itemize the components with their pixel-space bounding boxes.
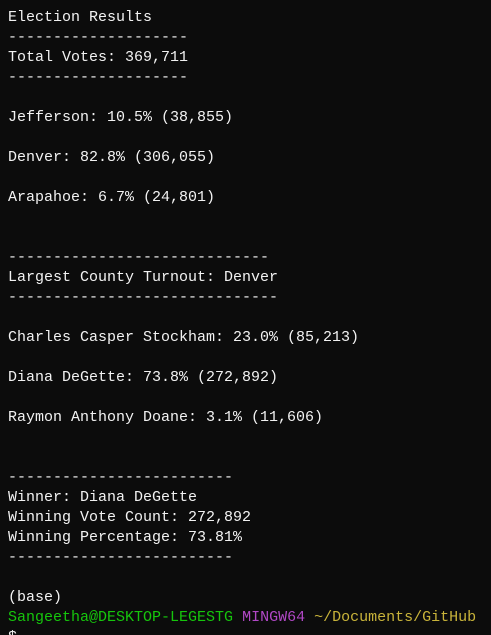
- prompt-user: Sangeetha@DESKTOP-LEGESTG: [8, 609, 234, 626]
- output-line: Winning Percentage: 73.81%: [8, 529, 243, 546]
- blank-line: [8, 428, 491, 448]
- blank-line: [8, 388, 491, 408]
- output-line: Diana DeGette: 73.8% (272,892): [8, 369, 279, 386]
- output-line: Arapahoe: 6.7% (24,801): [8, 189, 216, 206]
- separator: -------------------------: [8, 469, 234, 486]
- blank-line: [8, 88, 491, 108]
- output-line: Largest County Turnout: Denver: [8, 269, 279, 286]
- separator: -----------------------------: [8, 249, 270, 266]
- prompt-system: MINGW64: [242, 609, 306, 626]
- blank-line: [8, 168, 491, 188]
- blank-line: [8, 448, 491, 468]
- output-line: Jefferson: 10.5% (38,855): [8, 109, 234, 126]
- separator: ------------------------------: [8, 289, 279, 306]
- blank-line: [8, 228, 491, 248]
- output-line: Charles Casper Stockham: 23.0% (85,213): [8, 329, 360, 346]
- blank-line: [8, 208, 491, 228]
- separator: -------------------------: [8, 549, 234, 566]
- output-line: Election Results: [8, 9, 153, 26]
- output-line: Winner: Diana DeGette: [8, 489, 198, 506]
- separator: --------------------: [8, 29, 189, 46]
- prompt-path: ~/Documents/GitHub: [314, 609, 477, 626]
- blank-line: [8, 128, 491, 148]
- output-line: (base): [8, 589, 63, 606]
- blank-line: [8, 348, 491, 368]
- prompt-symbol: $: [8, 628, 491, 635]
- separator: --------------------: [8, 69, 189, 86]
- blank-line: [8, 308, 491, 328]
- output-line: Raymon Anthony Doane: 3.1% (11,606): [8, 409, 324, 426]
- output-line: Winning Vote Count: 272,892: [8, 509, 252, 526]
- blank-line: [8, 568, 491, 588]
- prompt-line: Sangeetha@DESKTOP-LEGESTG MINGW64 ~/Docu…: [8, 608, 491, 628]
- output-line: Denver: 82.8% (306,055): [8, 149, 216, 166]
- output-line: Total Votes: 369,711: [8, 49, 189, 66]
